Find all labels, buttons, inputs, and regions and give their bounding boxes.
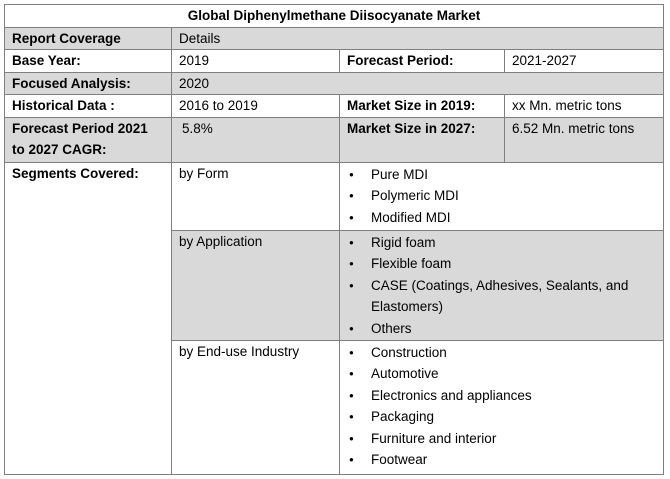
list-item: Construction bbox=[347, 342, 656, 364]
forecast-period-value: 2021-2027 bbox=[503, 49, 665, 73]
list-item: Others bbox=[347, 318, 656, 340]
market-size-2019-value: xx Mn. metric tons bbox=[503, 94, 665, 118]
list-item: CASE (Coatings, Adhesives, Sealants, and… bbox=[347, 275, 656, 318]
list-item: Flexible foam bbox=[347, 253, 656, 275]
list-item: Modified MDI bbox=[347, 207, 656, 229]
segment-group-name: by Application bbox=[171, 229, 340, 341]
row-segment-application: by Application Rigid foam Flexible foam … bbox=[5, 229, 665, 341]
list-item: Electronics and appliances bbox=[347, 385, 656, 407]
row-historical-data: Historical Data : 2016 to 2019 Market Si… bbox=[4, 94, 665, 118]
historical-data-value: 2016 to 2019 bbox=[171, 94, 340, 118]
market-size-2019-label: Market Size in 2019: bbox=[339, 94, 505, 118]
row-segment-form: Segments Covered: by Form Pure MDI Polym… bbox=[4, 161, 665, 475]
base-year-value: 2019 bbox=[171, 49, 340, 73]
row-segment-end-use: by End-use Industry Construction Automot… bbox=[5, 339, 665, 475]
list-item: Rigid foam bbox=[347, 232, 656, 254]
report-coverage-value: Details bbox=[170, 26, 665, 50]
list-item: Pure MDI bbox=[347, 164, 656, 186]
list-item: Automotive bbox=[347, 363, 656, 385]
row-report-coverage: Report Coverage Details bbox=[4, 26, 665, 50]
base-year-label: Base Year: bbox=[4, 49, 172, 73]
market-size-2027-label: Market Size in 2027: bbox=[339, 116, 505, 163]
report-coverage-table: Global Diphenylmethane Diisocyanate Mark… bbox=[3, 4, 665, 475]
focused-analysis-value: 2020 bbox=[170, 71, 665, 95]
market-size-2027-value: 6.52 Mn. metric tons bbox=[503, 116, 665, 163]
segment-group-name: by End-use Industry bbox=[171, 339, 340, 475]
list-item: Furniture and interior bbox=[347, 428, 656, 450]
forecast-cagr-value: 5.8% bbox=[171, 116, 340, 163]
segment-group-name: by Form bbox=[171, 161, 340, 231]
historical-data-label: Historical Data : bbox=[4, 94, 172, 118]
forecast-period-label: Forecast Period: bbox=[339, 49, 505, 73]
table-title: Global Diphenylmethane Diisocyanate Mark… bbox=[3, 4, 665, 28]
row-base-year: Base Year: 2019 Forecast Period: 2021-20… bbox=[4, 49, 665, 73]
list-item: Packaging bbox=[347, 406, 656, 428]
focused-analysis-label: Focused Analysis: bbox=[4, 71, 172, 95]
list-item: Footwear bbox=[347, 449, 656, 471]
list-item: Polymeric MDI bbox=[347, 185, 656, 207]
row-focused-analysis: Focused Analysis: 2020 bbox=[4, 71, 665, 95]
row-forecast-cagr: Forecast Period 2021 to 2027 CAGR: 5.8% … bbox=[4, 116, 665, 163]
segments-covered-label: Segments Covered: bbox=[4, 161, 172, 475]
report-coverage-label: Report Coverage bbox=[4, 26, 172, 50]
segment-application-list: Rigid foam Flexible foam CASE (Coatings,… bbox=[347, 232, 656, 340]
forecast-cagr-label: Forecast Period 2021 to 2027 CAGR: bbox=[4, 116, 172, 163]
segment-form-list: Pure MDI Polymeric MDI Modified MDI bbox=[347, 164, 656, 229]
segment-end-use-list: Construction Automotive Electronics and … bbox=[347, 342, 656, 472]
